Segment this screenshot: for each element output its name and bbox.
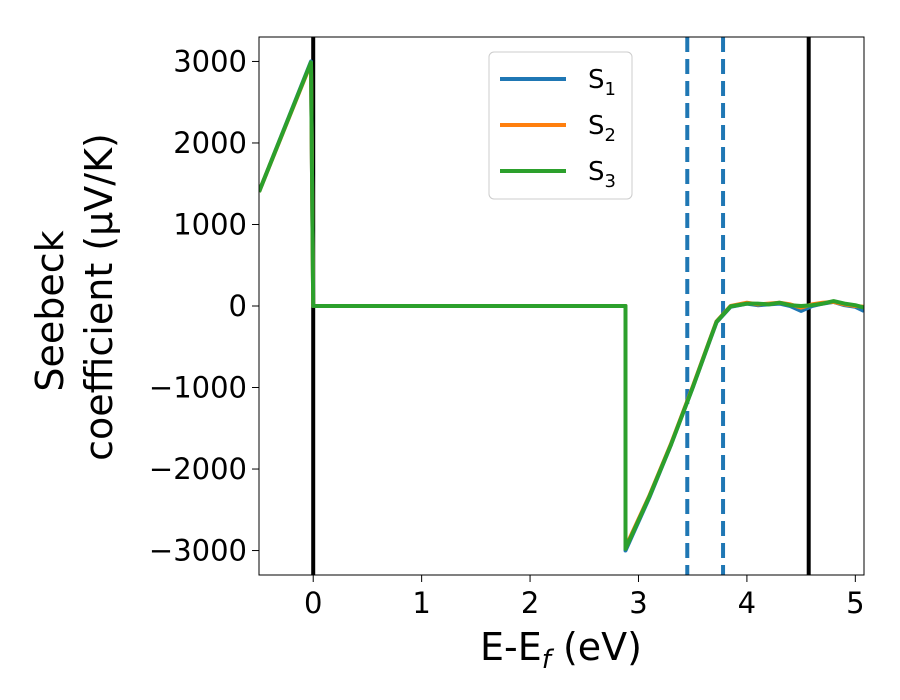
- y-tick-label: 2000: [173, 126, 247, 160]
- y-tick-label: 1000: [173, 207, 247, 241]
- y-tick-label: −2000: [149, 452, 247, 486]
- x-tick-label: 5: [846, 586, 864, 620]
- series-line-s3: [259, 60, 864, 551]
- series-group: [259, 59, 864, 553]
- x-tick-label: 1: [412, 586, 430, 620]
- legend-label-s1: S1: [588, 65, 616, 100]
- x-axis-label: E-Ef (eV): [480, 625, 642, 675]
- y-tick-label: −1000: [149, 371, 247, 405]
- y-tick-label: 3000: [173, 44, 247, 78]
- y-ticks-group: 3000 2000 1000 0 −1000 −2000 −3000: [149, 44, 259, 568]
- legend-label-s2: S2: [588, 111, 616, 146]
- legend: S1 S2 S3: [488, 51, 633, 200]
- x-tick-label: 2: [521, 586, 539, 620]
- legend-label-s3: S3: [588, 157, 616, 192]
- x-tick-label: 3: [629, 586, 647, 620]
- x-ticks-group: 0 1 2 3 4 5: [304, 575, 865, 620]
- y-tick-label: 0: [229, 289, 247, 323]
- y-axis-label-line1: Seebeck: [28, 230, 72, 391]
- x-tick-label: 4: [738, 586, 756, 620]
- y-tick-label: −3000: [149, 534, 247, 568]
- y-axis-label-line2: coefficient (μV/K): [77, 133, 121, 461]
- x-tick-label: 0: [304, 586, 322, 620]
